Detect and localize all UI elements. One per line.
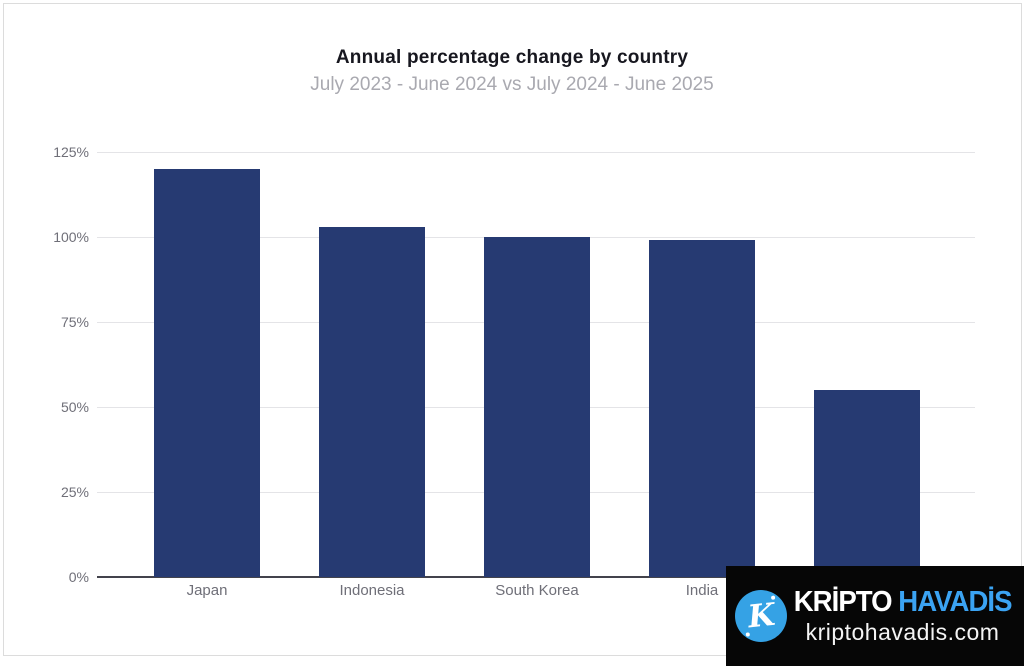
bar-India (649, 240, 755, 577)
gridline-125 (97, 152, 975, 153)
watermark-brand-second: HAVADİS (898, 586, 1012, 618)
chart-subtitle: July 2023 - June 2024 vs July 2024 - Jun… (310, 74, 714, 95)
x-axis-category-label: Indonesia (339, 582, 405, 599)
y-axis-tick-label: 125% (53, 144, 89, 160)
y-axis-tick-label: 75% (60, 314, 89, 330)
y-axis-tick-label: 50% (60, 399, 89, 415)
watermark: K KRİPTO HAVADİS kriptohavadis.com (726, 566, 1024, 666)
kripto-havadis-logo-icon: K (735, 590, 787, 642)
y-axis-tick-label: 0% (68, 569, 89, 585)
watermark-text: KRİPTO HAVADİS kriptohavadis.com (787, 586, 1024, 646)
watermark-site: kriptohavadis.com (805, 619, 1000, 645)
watermark-brand-first: KRİPTO (793, 586, 893, 618)
x-axis-line (97, 576, 975, 578)
bar-Indonesia (319, 227, 425, 577)
bar-South Korea (484, 237, 590, 577)
bar-hidden (814, 390, 920, 577)
x-axis-category-label: India (685, 582, 719, 599)
x-axis-category-label: Japan (186, 582, 228, 599)
watermark-brand: KRİPTO HAVADİS (793, 586, 1013, 618)
bar-Japan (154, 169, 260, 577)
y-axis-tick-label: 25% (60, 484, 89, 500)
chart-title: Annual percentage change by country (335, 47, 689, 68)
y-axis-tick-label: 100% (53, 229, 89, 245)
logo-letter: K (745, 596, 777, 635)
x-axis-category-label: South Korea (495, 582, 579, 599)
